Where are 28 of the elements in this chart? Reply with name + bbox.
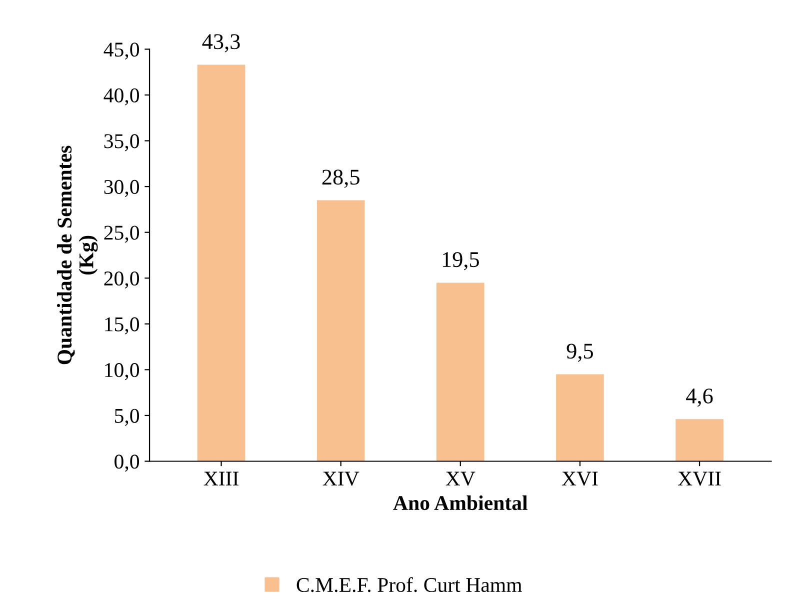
x-tick-label: XV — [446, 472, 476, 486]
x-axis-title: Ano Ambiental — [393, 495, 528, 510]
y-tick-label: 5,0 — [114, 408, 140, 426]
x-tick-label: XIV — [322, 472, 360, 486]
y-tick-label: 15,0 — [105, 317, 140, 334]
data-label: 4,6 — [686, 388, 713, 407]
x-tick-label: XIII — [204, 472, 238, 486]
legend-label: C.M.E.F. Prof. Curt Hamm — [296, 577, 522, 592]
y-tick-label: 25,0 — [104, 226, 140, 243]
bar — [316, 200, 365, 462]
data-label: 43,3 — [202, 34, 240, 52]
y-tick-label: 30,0 — [104, 180, 140, 197]
y-axis-title: Quantidade de Sementes (Kg) — [56, 146, 98, 364]
y-tick-label: 35,0 — [104, 134, 140, 152]
y-tick-label: 10,0 — [105, 363, 140, 380]
data-label: 28,5 — [322, 170, 360, 188]
y-tick-label: 45,0 — [104, 42, 140, 60]
bar — [556, 374, 604, 462]
bar — [676, 419, 724, 462]
y-tick-label: 0,0 — [114, 454, 140, 472]
y-tick-label: 20,0 — [104, 271, 140, 289]
bar — [197, 64, 246, 462]
data-label: 9,5 — [566, 344, 593, 362]
x-tick-label: XVI — [562, 472, 598, 486]
x-tick-label: XVII — [678, 472, 721, 486]
bar — [436, 282, 484, 462]
y-tick-label: 40,0 — [104, 88, 140, 106]
data-label: 19,5 — [442, 252, 479, 270]
